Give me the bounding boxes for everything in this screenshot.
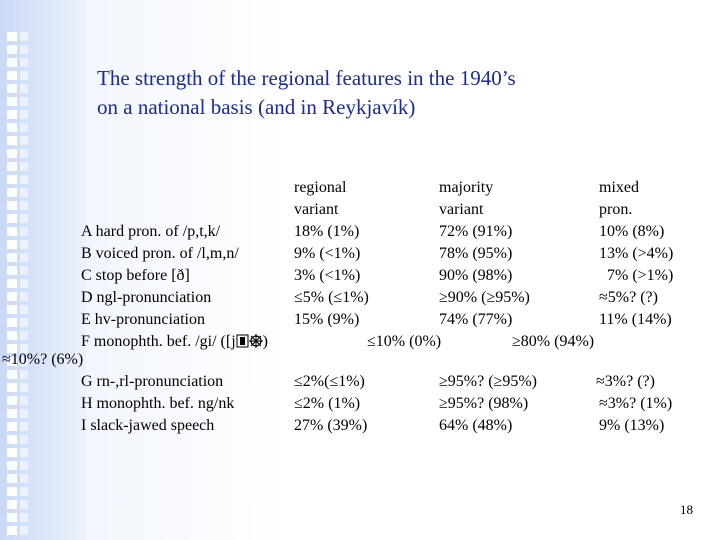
row-g-regional: ≤2%(≤1%) bbox=[294, 373, 365, 390]
row-h-regional: ≤2% (1%) bbox=[294, 395, 361, 412]
phonetic-glyph-2-icon bbox=[248, 334, 263, 348]
row-c-majority: 90% (98%) bbox=[439, 267, 513, 284]
row-d-mixed: ≈5%? (?) bbox=[599, 289, 658, 306]
decorative-squares-column-2 bbox=[20, 30, 28, 538]
row-g-label: G rn-,rl-pronunciation bbox=[81, 373, 224, 390]
row-i-majority: 64% (48%) bbox=[439, 417, 513, 434]
row-h-majority: ≥95%? (98%) bbox=[439, 395, 529, 412]
row-e-regional: 15% (9%) bbox=[294, 311, 360, 328]
row-b-label: B voiced pron. of /l,m,n/ bbox=[81, 245, 239, 262]
row-h-label: H monophth. bef. ng/nk bbox=[81, 395, 235, 412]
row-f-mixed: ≈10%? (6%) bbox=[2, 351, 84, 368]
row-f-label-text: F monophth. bef. /gi/ ([j bbox=[81, 333, 236, 350]
row-c-mixed: 7% (>1%) bbox=[607, 267, 674, 284]
row-h-mixed: ≈3%? (1%) bbox=[599, 395, 673, 412]
row-i-regional: 27% (39%) bbox=[294, 417, 368, 434]
row-e-majority: 74% (77%) bbox=[439, 311, 513, 328]
row-a-label: A hard pron. of /p,t,k/ bbox=[81, 223, 221, 240]
row-f-regional: ≤10% (0%) bbox=[367, 333, 442, 350]
row-a-majority: 72% (91%) bbox=[439, 223, 513, 240]
row-c-label: C stop before [ð] bbox=[81, 267, 190, 284]
header-majority-2: variant bbox=[439, 201, 484, 218]
header-mixed-1: mixed bbox=[599, 179, 639, 196]
slide-title: The strength of the regional features in… bbox=[97, 64, 657, 122]
title-line-2: on a national basis (and in Reykjavík) bbox=[97, 95, 416, 119]
row-b-mixed: 13% (>4%) bbox=[599, 245, 674, 262]
phonetic-glyph-1-icon bbox=[236, 334, 249, 348]
row-a-mixed: 10% (8%) bbox=[599, 223, 665, 240]
decorative-squares-column bbox=[7, 30, 17, 538]
row-e-mixed: 11% (14%) bbox=[599, 311, 672, 328]
header-mixed-2: pron. bbox=[599, 201, 633, 218]
row-f-label-suffix: ) bbox=[262, 333, 268, 350]
row-d-majority: ≥90% (≥95%) bbox=[439, 289, 530, 306]
row-g-mixed: ≈3%? (?) bbox=[596, 373, 655, 390]
header-regional-2: variant bbox=[294, 201, 339, 218]
row-a-regional: 18% (1%) bbox=[294, 223, 360, 240]
row-f-majority: ≥80% (94%) bbox=[512, 333, 595, 350]
row-f-label: F monophth. bef. /gi/ ([j) bbox=[81, 332, 268, 352]
row-i-label: I slack-jawed speech bbox=[81, 417, 215, 434]
row-e-label: E hv-pronunciation bbox=[81, 311, 205, 328]
row-d-label: D ngl-pronunciation bbox=[81, 289, 212, 306]
row-b-regional: 9% (<1%) bbox=[294, 245, 361, 262]
row-d-regional: ≤5% (≤1%) bbox=[294, 289, 369, 306]
row-c-regional: 3% (<1%) bbox=[294, 267, 361, 284]
header-regional-1: regional bbox=[294, 179, 347, 196]
title-line-1: The strength of the regional features in… bbox=[97, 66, 516, 90]
header-majority-1: majority bbox=[439, 179, 494, 196]
row-b-majority: 78% (95%) bbox=[439, 245, 513, 262]
page-number: 18 bbox=[680, 502, 693, 517]
row-i-mixed: 9% (13%) bbox=[599, 417, 665, 434]
row-g-majority: ≥95%? (≥95%) bbox=[439, 373, 537, 390]
